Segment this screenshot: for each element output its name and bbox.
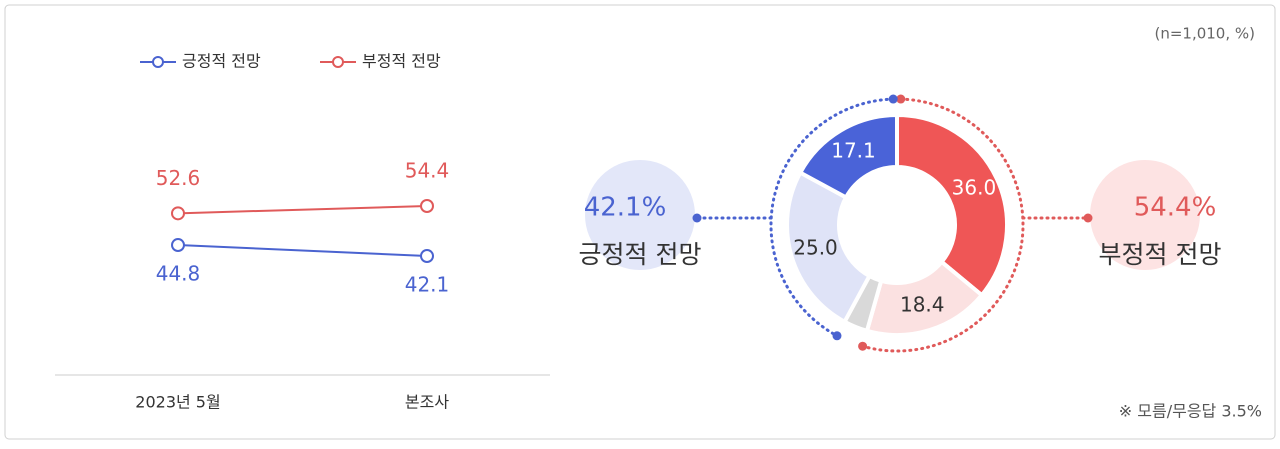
arc-end bbox=[896, 94, 906, 104]
slice-label: 17.1 bbox=[831, 138, 876, 162]
group-arc bbox=[861, 97, 1025, 353]
arc-end bbox=[858, 341, 868, 351]
series-line bbox=[177, 244, 428, 257]
slice bbox=[785, 169, 873, 325]
point bbox=[420, 199, 434, 213]
data-label: 54.4 bbox=[405, 159, 450, 183]
connector-end bbox=[1083, 213, 1093, 223]
slice-label: 36.0 bbox=[952, 175, 997, 199]
legend-label: 긍정적 전망 bbox=[182, 52, 261, 71]
unit-note: (n=1,010, %) bbox=[1154, 25, 1255, 43]
slice-label: 25.0 bbox=[793, 236, 838, 260]
arc-end bbox=[888, 94, 898, 104]
arc-end bbox=[832, 331, 842, 341]
data-label: 52.6 bbox=[156, 166, 201, 190]
data-label: 44.8 bbox=[156, 262, 201, 286]
bubble bbox=[1090, 160, 1200, 270]
point bbox=[171, 238, 185, 253]
group-name: 부정적 전망 bbox=[1099, 240, 1222, 269]
bubble bbox=[585, 160, 695, 270]
data-label: 42.1 bbox=[405, 273, 450, 297]
x-tick-label: 2023년 5월 bbox=[135, 393, 220, 412]
group-arc bbox=[769, 97, 895, 338]
group-value: 42.1% bbox=[584, 193, 667, 223]
group-value: 54.4% bbox=[1134, 193, 1217, 223]
group-name: 긍정적 전망 bbox=[579, 240, 702, 269]
note: ※ 모름/무응답 3.5% bbox=[1119, 402, 1262, 421]
point bbox=[420, 249, 434, 263]
legend-marker bbox=[152, 56, 164, 68]
legend-label: 부정적 전망 bbox=[362, 52, 441, 71]
connector-end bbox=[692, 213, 702, 223]
slice bbox=[797, 112, 899, 201]
point bbox=[171, 206, 185, 221]
legend-marker bbox=[332, 56, 344, 68]
slice-label: 18.4 bbox=[900, 293, 945, 317]
series-line bbox=[177, 205, 428, 215]
slice bbox=[895, 112, 1009, 298]
x-tick-label: 본조사 bbox=[405, 393, 449, 412]
